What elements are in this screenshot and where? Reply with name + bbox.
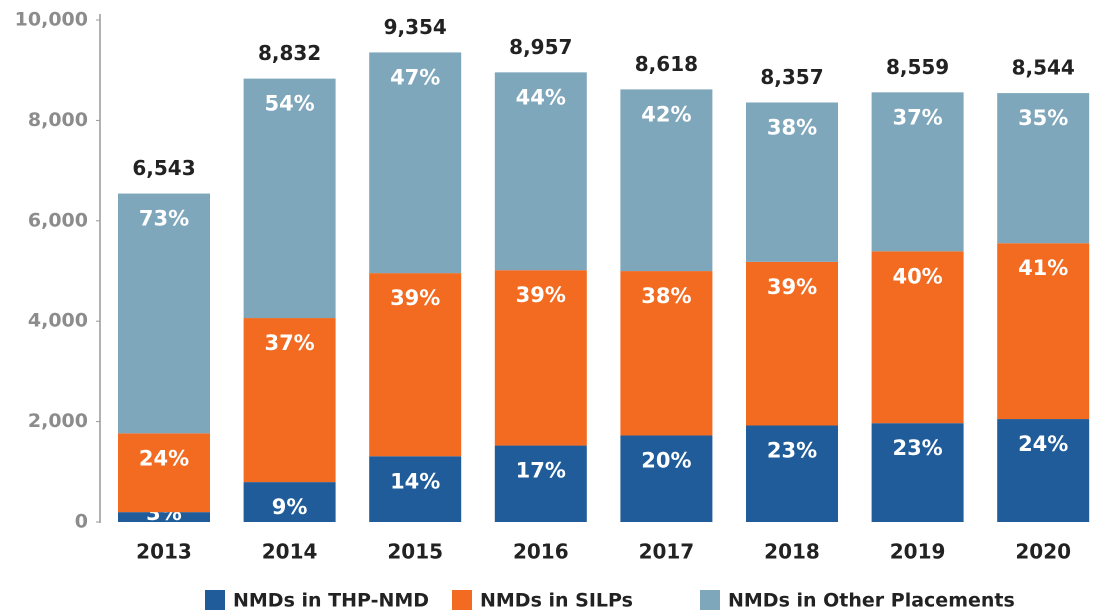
- segment-label: 35%: [1018, 106, 1068, 130]
- total-label: 8,957: [509, 35, 572, 59]
- bar-segment: [369, 273, 462, 457]
- bar-segment: [494, 270, 587, 446]
- bar-segment: [118, 512, 210, 522]
- legend-label: NMDs in THP-NMD: [233, 590, 429, 612]
- segment-label: 23%: [767, 439, 817, 463]
- x-tick-label: 2015: [387, 540, 443, 564]
- bar-segment: [871, 92, 964, 252]
- bar-segment: [871, 423, 964, 522]
- segment-label: 73%: [139, 207, 189, 231]
- bar-segment: [997, 243, 1090, 420]
- total-label: 9,354: [384, 15, 447, 39]
- segment-label: 41%: [1018, 256, 1068, 280]
- y-tick-label: 0: [75, 511, 88, 533]
- legend-swatch: [700, 590, 720, 610]
- total-label: 6,543: [132, 156, 195, 180]
- segment-label: 17%: [516, 459, 566, 483]
- bar-segment: [620, 271, 713, 436]
- segment-label: 44%: [516, 85, 566, 109]
- bar-segment: [243, 482, 336, 522]
- bar-segment: [494, 72, 587, 271]
- x-tick-label: 2018: [764, 540, 820, 564]
- bar-segment: [369, 456, 462, 522]
- x-tick-label: 2017: [639, 540, 695, 564]
- segment-label: 40%: [892, 264, 942, 288]
- y-tick-label: 4,000: [28, 310, 88, 332]
- legend-swatch: [452, 590, 472, 610]
- segment-label: 20%: [641, 448, 691, 472]
- segment-label: 54%: [264, 92, 314, 116]
- legend-swatch: [205, 590, 225, 610]
- bar-segment: [620, 89, 713, 272]
- bar-segment: [746, 261, 838, 426]
- segment-label: 39%: [390, 286, 440, 310]
- x-tick-label: 2019: [890, 540, 946, 564]
- segment-label: 37%: [892, 105, 942, 129]
- segment-label: 38%: [767, 115, 817, 139]
- bar-segment: [746, 425, 838, 522]
- bar-segment: [997, 93, 1090, 244]
- segment-label: 24%: [139, 446, 189, 470]
- total-label: 8,544: [1012, 56, 1075, 80]
- bar-segment: [746, 102, 838, 262]
- bar-segment: [494, 445, 587, 522]
- x-tick-label: 2014: [262, 540, 318, 564]
- y-tick-label: 10,000: [15, 9, 88, 31]
- legend-label: NMDs in Other Placements: [728, 590, 1015, 612]
- segment-label: 24%: [1018, 432, 1068, 456]
- total-label: 8,618: [635, 52, 698, 76]
- segment-label: 39%: [767, 275, 817, 299]
- segment-label: 38%: [641, 284, 691, 308]
- y-tick-label: 2,000: [28, 410, 88, 432]
- segment-label: 47%: [390, 65, 440, 89]
- bar-segment: [243, 318, 336, 483]
- total-label: 8,559: [886, 55, 949, 79]
- legend-label: NMDs in SILPs: [480, 590, 633, 612]
- segment-label: 42%: [641, 102, 691, 126]
- bar-segment: [871, 251, 964, 424]
- x-tick-label: 2013: [136, 540, 192, 564]
- x-tick-label: 2016: [513, 540, 569, 564]
- segment-label: 9%: [272, 495, 308, 519]
- x-tick-label: 2020: [1015, 540, 1071, 564]
- y-tick-label: 6,000: [28, 209, 88, 231]
- bar-segment: [243, 78, 336, 319]
- y-tick-label: 8,000: [28, 109, 88, 131]
- bar-segment: [118, 433, 210, 513]
- segment-label: 37%: [264, 331, 314, 355]
- total-label: 8,832: [258, 41, 321, 65]
- segment-label: 39%: [516, 283, 566, 307]
- segment-label: 14%: [390, 469, 440, 493]
- segment-label: 23%: [892, 436, 942, 460]
- bar-segment: [118, 193, 210, 434]
- bar-segment: [997, 419, 1090, 522]
- total-label: 8,357: [760, 65, 823, 89]
- bar-segment: [369, 52, 462, 274]
- bar-segment: [620, 435, 713, 522]
